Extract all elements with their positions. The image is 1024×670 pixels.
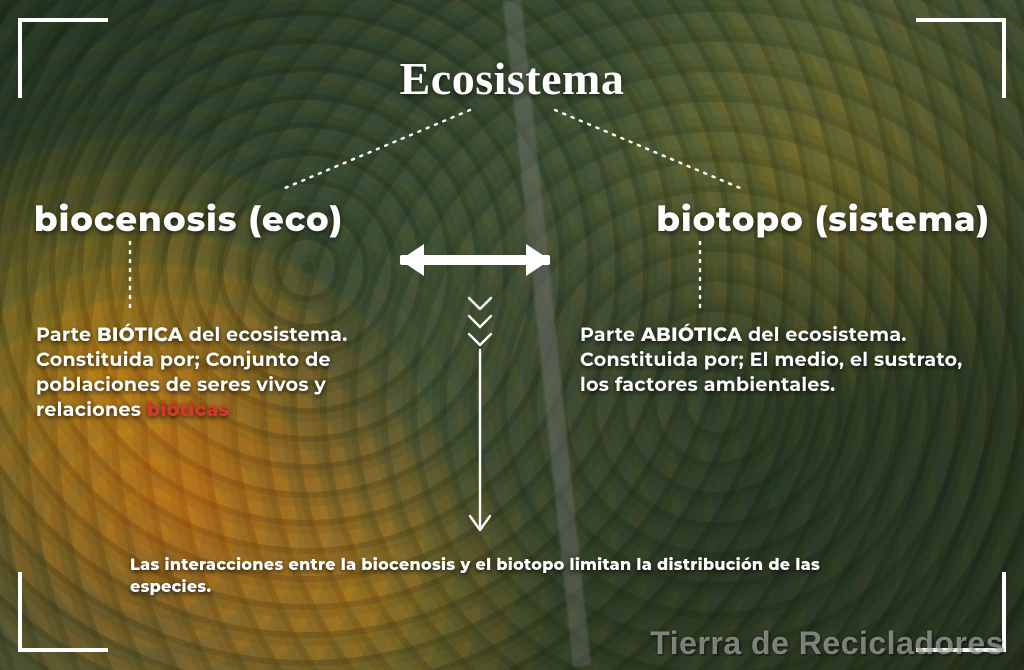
branch-right-heading: biotopo (sistema) [656,198,990,240]
desc-right-prefix: Parte [580,323,641,346]
desc-right-strong: ABIÓTICA [641,323,742,346]
frame-corner-bl [18,572,108,652]
branch-left-heading: biocenosis (eco) [34,198,343,240]
main-title: Ecosistema [0,52,1024,105]
desc-left-prefix: Parte [36,323,97,346]
desc-left-strong: BIÓTICA [97,323,183,346]
desc-left-red: bióticas [147,398,229,421]
footer-note: Las interacciones entre la biocenosis y … [130,555,894,598]
branch-left-desc: Parte BIÓTICA del ecosistema. Constituid… [36,322,426,422]
branch-right-desc: Parte ABIÓTICA del ecosistema. Constitui… [580,322,970,397]
watermark: Tierra de Recicladores [650,625,1004,662]
